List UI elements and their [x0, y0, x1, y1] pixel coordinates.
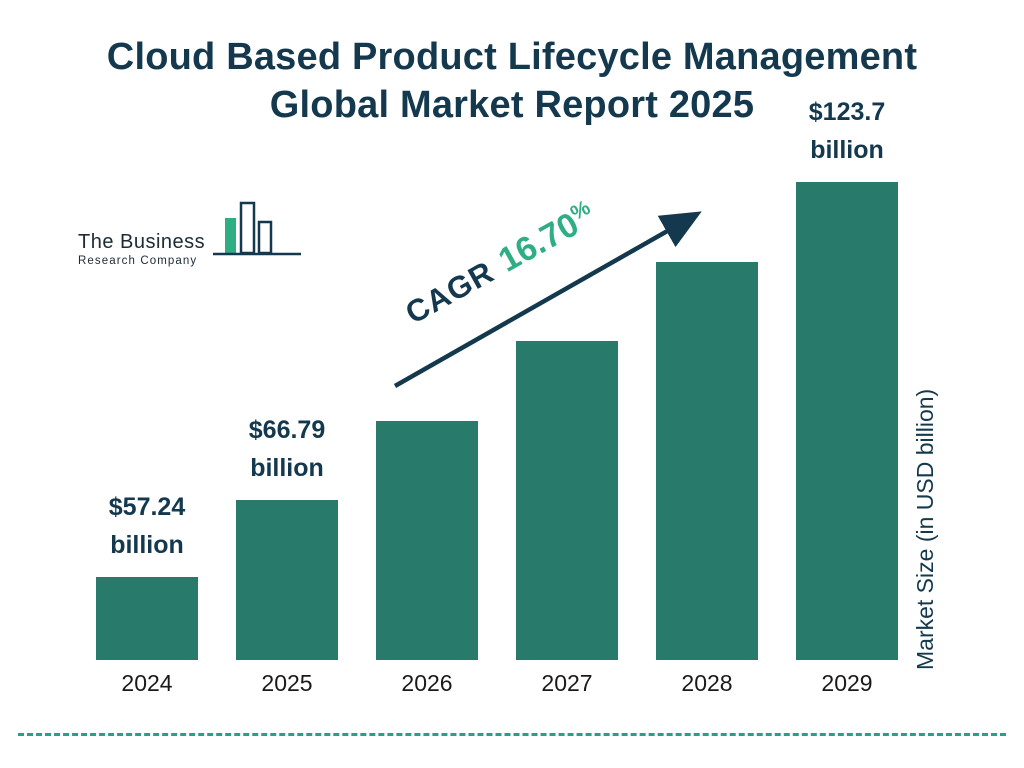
bar-column: $66.79 billion 2025 [236, 411, 338, 703]
x-axis-label: 2025 [261, 670, 313, 696]
page-title: Cloud Based Product Lifecycle Management… [0, 34, 1024, 129]
title-line-2: Global Market Report 2025 [269, 83, 755, 126]
bar [796, 182, 898, 660]
bar [516, 341, 618, 660]
bar-column: 2027 [516, 341, 618, 702]
bar [236, 500, 338, 660]
x-axis-label: 2027 [541, 670, 593, 696]
bar-column: 2026 [376, 421, 478, 702]
bar-chart: $57.24 billion 2024 $66.79 billion 2025 2026 20… [96, 60, 898, 702]
x-axis-label: 2024 [121, 670, 173, 696]
x-axis-label: 2029 [821, 670, 873, 696]
bar-column: $123.7 billion 2029 [796, 93, 898, 703]
company-logo: The Business Research Company [78, 198, 303, 267]
title-line-1: Cloud Based Product Lifecycle Management [106, 36, 918, 78]
logo-chart-icon [211, 198, 303, 267]
logo-subname: Research Company [78, 255, 198, 267]
x-axis-label: 2028 [681, 670, 733, 696]
logo-name: The Business [78, 231, 206, 253]
bar-column: $57.24 billion 2024 [96, 488, 198, 703]
bar-column: 2028 [656, 262, 758, 702]
bar-value-label: $123.7 billion [808, 97, 886, 165]
x-axis-label: 2026 [401, 670, 453, 696]
bar-value-label: $66.79 billion [248, 415, 326, 483]
y-axis-label: Market Size (in USD billion) [912, 388, 938, 670]
bar [376, 421, 478, 660]
bottom-dashed-divider [18, 733, 1006, 736]
bar-value-label: $57.24 billion [108, 492, 186, 560]
bar [656, 262, 758, 660]
logo-text: The Business Research Company [78, 231, 205, 267]
bar [96, 577, 198, 660]
